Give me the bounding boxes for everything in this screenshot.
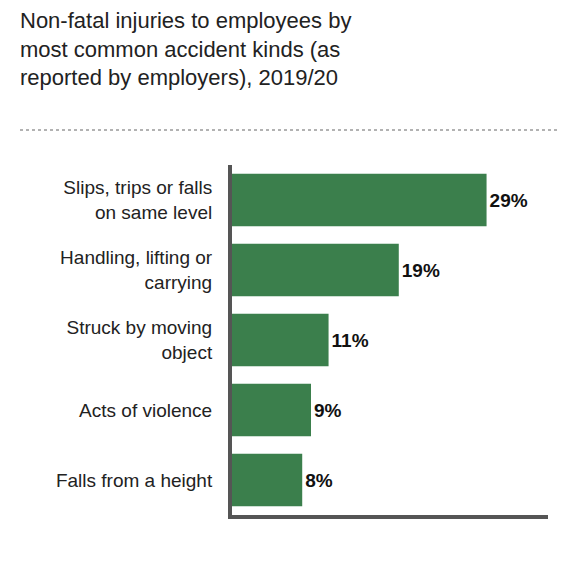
svg-text:19%: 19% (402, 260, 440, 281)
svg-text:Falls from a height: Falls from a height (56, 470, 213, 491)
svg-text:Handling, lifting orcarrying: Handling, lifting orcarrying (60, 247, 213, 293)
svg-text:11%: 11% (332, 330, 369, 351)
svg-text:Slips, trips or fallson same l: Slips, trips or fallson same level (63, 177, 212, 223)
svg-text:9%: 9% (314, 400, 342, 421)
svg-text:29%: 29% (490, 190, 528, 211)
svg-text:Acts of violence: Acts of violence (79, 400, 212, 421)
svg-text:8%: 8% (305, 470, 333, 491)
svg-text:Struck by movingobject: Struck by movingobject (66, 317, 212, 363)
svg-text:Non-fatal injuries to employee: Non-fatal injuries to employees bymost c… (20, 8, 351, 90)
